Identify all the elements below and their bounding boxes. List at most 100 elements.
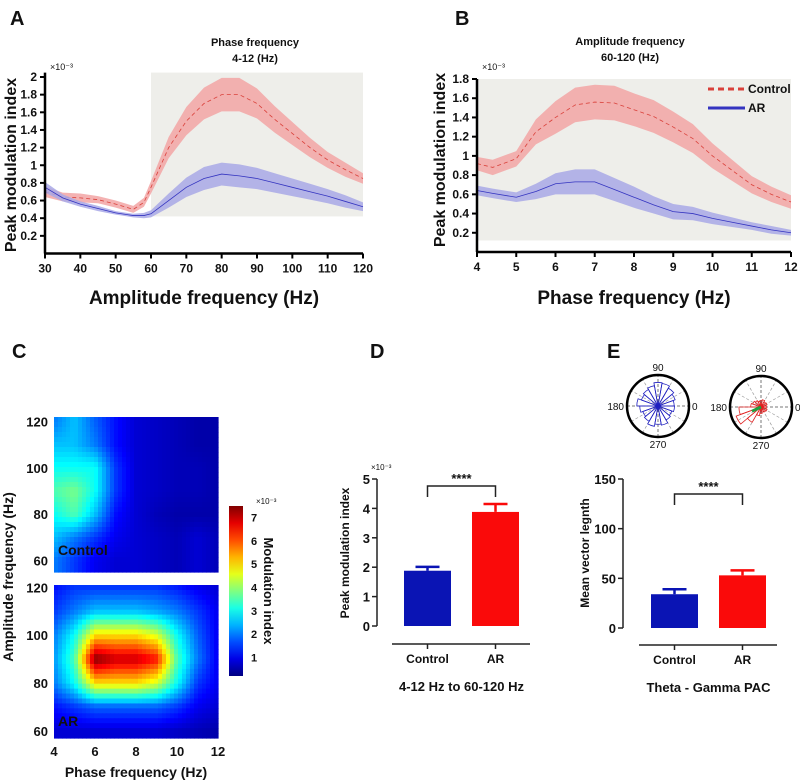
heatmap-cell — [170, 649, 175, 655]
heatmap-cell — [146, 659, 151, 665]
heatmap-cell — [94, 614, 99, 621]
heatmap-cell — [102, 629, 107, 635]
heatmap-cell — [94, 547, 99, 553]
heatmap-cell — [154, 713, 159, 719]
heatmap-cell — [210, 713, 215, 719]
heatmap-cell — [62, 497, 67, 503]
heatmap-cell — [154, 614, 159, 621]
heatmap-cell — [178, 447, 183, 453]
heatmap-cell — [126, 527, 131, 533]
heatmap-cell — [102, 547, 107, 553]
heatmap-cell — [106, 567, 111, 573]
heatmap-cell — [70, 487, 75, 493]
heatmap-cell — [202, 718, 207, 724]
heatmap-cell — [154, 422, 159, 428]
heatmap-cell — [98, 477, 103, 483]
heatmap-cell — [146, 462, 151, 468]
heatmap-cell — [106, 422, 111, 428]
heatmap-cell — [106, 442, 111, 448]
heatmap-cell — [98, 659, 103, 665]
heatmap-cell — [174, 619, 179, 626]
heatmap-cell — [110, 427, 115, 433]
heatmap-cell — [174, 462, 179, 468]
heatmap-cell — [106, 527, 111, 533]
heatmap-cell — [70, 634, 75, 640]
heatmap-cell — [66, 502, 71, 508]
heatmap-cell — [106, 447, 111, 453]
x-tick-label: 10 — [706, 260, 720, 274]
heatmap-cell — [134, 432, 139, 438]
heatmap-cell — [58, 542, 63, 548]
heatmap-cell — [170, 497, 175, 503]
heatmap-cell — [162, 492, 167, 498]
heatmap-cell — [70, 668, 75, 675]
heatmap-cell — [182, 482, 187, 488]
heatmap-cell — [58, 432, 63, 438]
heatmap-cell — [78, 718, 83, 724]
heatmap-cell — [118, 683, 123, 690]
heatmap-cell — [158, 609, 163, 616]
heatmap-cell — [94, 512, 99, 518]
heatmap-cell — [54, 659, 59, 665]
heatmap-cell — [146, 492, 151, 498]
heatmap-cell — [198, 619, 203, 626]
chart-subtitle: Theta - Gamma PAC — [646, 680, 771, 695]
heatmap-cell — [94, 609, 99, 616]
heatmap-cell — [210, 417, 215, 423]
heatmap-cell — [142, 427, 147, 433]
heatmap-cell — [150, 594, 155, 601]
heatmap-cell — [154, 585, 159, 591]
heatmap-cell — [106, 512, 111, 518]
heatmap-cell — [70, 537, 75, 543]
heatmap-cell — [134, 482, 139, 488]
heatmap-cell — [126, 698, 131, 705]
heatmap-cell — [114, 589, 119, 596]
heatmap-cell — [110, 614, 115, 621]
heatmap-cell — [162, 477, 167, 483]
heatmap-cell — [182, 693, 187, 700]
heatmap-cell — [162, 427, 167, 433]
heatmap-cell — [122, 497, 127, 503]
heatmap-cell — [114, 609, 119, 616]
heatmap-cell — [74, 492, 79, 498]
heatmap-cell — [134, 457, 139, 463]
heatmap-cell — [134, 629, 139, 635]
heatmap-cell — [74, 442, 79, 448]
heatmap-cell — [170, 708, 175, 714]
heatmap-cell — [102, 649, 107, 655]
heatmap-cell — [210, 639, 215, 645]
heatmap-cell — [66, 547, 71, 553]
heatmap-cell — [178, 497, 183, 503]
heatmap-cell — [158, 614, 163, 621]
heatmap-cell — [166, 639, 171, 645]
heatmap-cell — [194, 723, 199, 729]
heatmap-cell — [214, 557, 219, 563]
heatmap-cell — [78, 683, 83, 690]
x-axis-label: Phase frequency (Hz) — [65, 764, 207, 780]
heatmap-cell — [122, 718, 127, 724]
heatmap-cell — [102, 417, 107, 423]
heatmap-cell — [154, 688, 159, 695]
heatmap-cell — [198, 462, 203, 468]
heatmap-cell — [202, 624, 207, 631]
heatmap-cell — [206, 432, 211, 438]
heatmap-cell — [154, 639, 159, 645]
heatmap-cell — [58, 442, 63, 448]
heatmap-cell — [66, 552, 71, 558]
heatmap-cell — [198, 427, 203, 433]
heatmap-cell — [90, 654, 95, 660]
heatmap-cell — [106, 654, 111, 660]
heatmap-cell — [106, 673, 111, 680]
heatmap-cell — [78, 557, 83, 563]
heatmap-cell — [66, 629, 71, 635]
heatmap-cell — [106, 522, 111, 528]
y-tick-label: 120 — [26, 580, 48, 595]
heatmap-cell — [174, 512, 179, 518]
heatmap-cell — [70, 527, 75, 533]
x-tick-label: 10 — [170, 744, 184, 759]
heatmap-cell — [202, 547, 207, 553]
heatmap-cell — [106, 683, 111, 690]
y-tick-label: 4 — [363, 501, 371, 516]
heatmap-cell — [162, 457, 167, 463]
heatmap-cell — [66, 614, 71, 621]
